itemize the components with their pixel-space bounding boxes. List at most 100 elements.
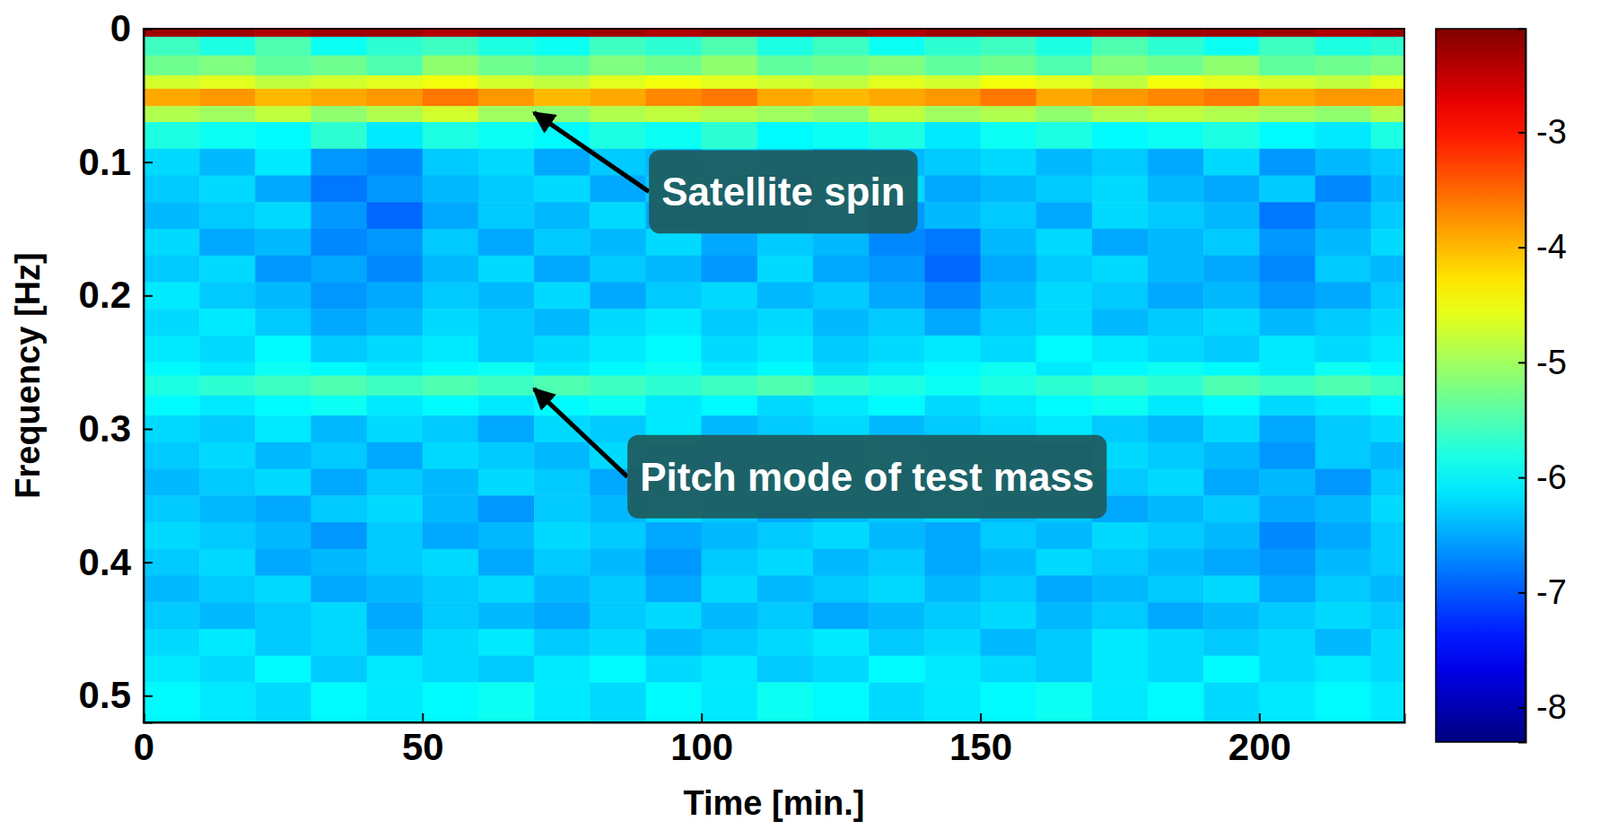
heatmap-cell	[813, 55, 870, 77]
heatmap-cell	[1371, 281, 1405, 309]
heatmap-cell	[980, 28, 1038, 37]
heatmap-cell	[646, 88, 703, 107]
tick-label: 0	[133, 725, 155, 769]
heatmap-cell	[533, 629, 591, 656]
heatmap-cell	[868, 122, 926, 149]
heatmap-cell	[143, 375, 201, 397]
heatmap-cell	[199, 575, 256, 603]
heatmap-cell	[646, 375, 703, 397]
heatmap-cell	[311, 442, 368, 470]
heatmap-cell	[646, 655, 703, 683]
heatmap-cell	[1203, 575, 1260, 603]
heatmap-cell	[533, 88, 591, 107]
heatmap-cell	[1147, 575, 1205, 603]
colorbar	[1435, 28, 1526, 743]
heatmap-cell	[1259, 255, 1316, 283]
heatmap-cell	[199, 55, 256, 77]
heatmap-cell	[199, 228, 256, 256]
heatmap-cell	[1203, 228, 1260, 256]
heatmap-cell	[254, 75, 312, 89]
heatmap-cell	[311, 281, 368, 309]
heatmap-cell	[1092, 395, 1149, 417]
heatmap-cell	[311, 28, 368, 37]
heatmap-cell	[199, 255, 256, 283]
tick-mark	[1518, 477, 1526, 480]
heatmap-cell	[813, 575, 870, 603]
heatmap-cell	[701, 308, 759, 336]
heatmap-cell	[533, 228, 591, 256]
heatmap-cell	[254, 281, 312, 309]
axis-line	[1518, 29, 1527, 744]
heatmap-cell	[1036, 228, 1093, 256]
heatmap-cell	[1315, 122, 1373, 149]
heatmap-cell	[813, 281, 870, 309]
heatmap-cell	[143, 629, 201, 656]
tick: 200	[1228, 713, 1292, 769]
heatmap-cell	[254, 375, 312, 397]
heatmap-cell	[199, 88, 256, 107]
annotation-text: Satellite spin	[661, 169, 905, 214]
heatmap-cell	[646, 629, 703, 656]
heatmap-cell	[1147, 175, 1205, 203]
heatmap-cell	[1147, 415, 1205, 443]
heatmap-cell	[1036, 28, 1093, 37]
heatmap-cell	[478, 395, 535, 417]
heatmap-cell	[1371, 36, 1405, 56]
heatmap-cell	[199, 415, 256, 443]
heatmap-cell	[646, 281, 703, 309]
heatmap-cell	[1203, 281, 1260, 309]
heatmap-cell	[1092, 362, 1149, 376]
heatmap-cell	[422, 442, 480, 470]
y-axis: 00.10.20.30.40.5	[78, 7, 153, 724]
heatmap-cell	[589, 308, 647, 336]
heatmap-cell	[254, 255, 312, 283]
heatmap-cell	[701, 522, 759, 550]
heatmap-cell	[1147, 335, 1205, 363]
tick: -4	[1518, 227, 1567, 266]
heatmap-cell	[1203, 55, 1260, 77]
heatmap-cell	[701, 335, 759, 363]
heatmap-cell	[199, 375, 256, 397]
heatmap-cell	[367, 148, 424, 176]
heatmap-cell	[367, 55, 424, 77]
heatmap-cell	[1092, 655, 1149, 683]
heatmap-cell	[1371, 105, 1405, 123]
heatmap-cell	[646, 55, 703, 77]
tick-label: 100	[670, 725, 734, 769]
heatmap-cell	[1092, 522, 1149, 550]
heatmap-cell	[1036, 681, 1093, 723]
heatmap-cell	[589, 28, 647, 37]
heatmap-cell	[533, 36, 591, 56]
heatmap-cell	[1203, 175, 1260, 203]
tick: 0.4	[78, 541, 153, 584]
heatmap-cell	[589, 36, 647, 56]
heatmap-cell	[311, 75, 368, 89]
heatmap-cell	[367, 681, 424, 723]
heatmap-cell	[1371, 28, 1405, 37]
heatmap-cell	[478, 255, 535, 283]
heatmap-cell	[1092, 255, 1149, 283]
heatmap-cell	[478, 28, 535, 37]
heatmap-cell	[143, 281, 201, 309]
heatmap-cell	[533, 442, 591, 470]
heatmap-cell	[311, 395, 368, 417]
heatmap-cell	[199, 655, 256, 683]
heatmap-cell	[1259, 88, 1316, 107]
heatmap-cell	[1203, 522, 1260, 550]
heatmap-cell	[478, 629, 535, 656]
heatmap-cell	[924, 122, 981, 149]
axis-line	[144, 713, 1406, 724]
heatmap-cell	[1259, 36, 1316, 56]
heatmap-cell	[757, 602, 814, 630]
heatmap-cell	[757, 375, 814, 397]
heatmap-cell	[924, 36, 981, 56]
heatmap-cell	[980, 308, 1038, 336]
heatmap-cell	[757, 575, 814, 603]
tick-label: 0.4	[78, 541, 132, 584]
heatmap-cell	[868, 75, 926, 89]
heatmap-cell	[1371, 201, 1405, 229]
heatmap-cell	[868, 681, 926, 723]
heatmap-cell	[143, 335, 201, 363]
heatmap-cell	[1315, 28, 1373, 37]
heatmap-cell	[813, 122, 870, 149]
